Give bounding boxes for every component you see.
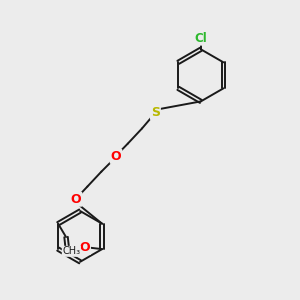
Text: O: O [79, 241, 90, 254]
Text: O: O [111, 150, 121, 163]
Text: S: S [151, 106, 160, 119]
Text: Cl: Cl [194, 32, 207, 45]
Text: CH₃: CH₃ [62, 246, 80, 256]
Text: O: O [71, 193, 81, 206]
